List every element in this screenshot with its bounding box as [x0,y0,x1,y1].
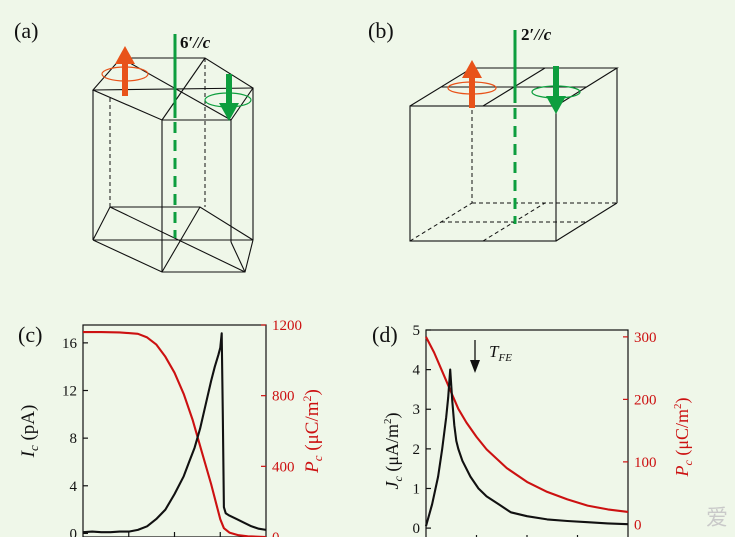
ytick-left-label: 3 [413,402,421,418]
watermark: 爱 [706,506,729,531]
ytick-right-label: 300 [634,330,657,346]
ytick-left-label: 8 [70,431,78,447]
plot-c: Ic (pA) Pc (μC/m2) 0 4 8 12 16 0 400 800 1200 [18,318,325,537]
plot-d-frame [425,329,629,537]
panel-label-d: (d) [372,322,398,347]
ylabel-right-c: Pc (μC/m2) [300,389,325,474]
spin-down-arrowhead [219,103,239,121]
twofold-axis-label: 2′//c [521,25,552,44]
series-line-j-c [424,368,629,527]
spin-up-arrowhead [115,46,135,64]
series-line-i-c [82,332,267,534]
series-line-p-c [425,336,629,513]
sixfold-axis-label: 6′//c [180,33,211,52]
ytick-left-label: 5 [413,323,421,339]
tfe-annotation: TFE [489,342,512,364]
hexagonal-prism-diagram: 6′//c [92,33,254,273]
panel-label-c: (c) [18,322,43,347]
ylabel-right-d: Pc (μC/m2) [672,398,695,478]
spin-down-arrowhead [546,96,566,114]
ytick-left-label: 0 [413,521,421,537]
ytick-left-label: 1 [413,481,421,497]
ytick-right-label: 200 [634,392,657,408]
ytick-left-label: 2 [413,442,421,458]
ytick-right-label: 400 [272,459,295,475]
ytick-left-label: 0 [70,526,78,537]
panel-label-a: (a) [14,18,39,43]
tfe-arrowhead [470,360,480,373]
series-line-p-c [83,331,267,537]
plot-c-frame [82,324,267,537]
ytick-right-label: 1200 [272,318,302,334]
cube-front-face [409,105,557,242]
ytick-left-label: 4 [70,479,78,495]
ytick-left-label: 4 [413,363,421,379]
cube-diagram: 2′//c [409,25,619,242]
ytick-left-label: 12 [62,384,77,400]
ylabel-left-c: Ic (pA) [18,405,41,459]
hex-bottom-face [92,239,254,273]
panel-label-b: (b) [368,18,394,43]
ytick-right-label: 800 [272,389,295,405]
ylabel-left-d: Jc (μA/m2) [382,413,405,490]
ytick-right-label: 0 [634,517,642,533]
ytick-right-label: 0 [272,530,280,537]
ytick-right-label: 100 [634,455,657,471]
spin-up-arrowhead [462,60,482,78]
ytick-left-label: 16 [62,336,78,352]
